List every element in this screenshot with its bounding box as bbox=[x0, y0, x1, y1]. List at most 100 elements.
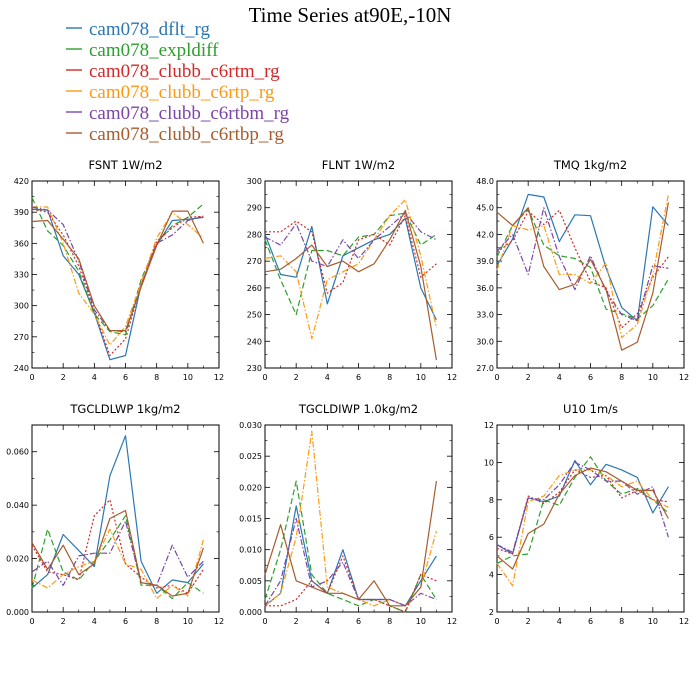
y-tick-label: 230 bbox=[247, 364, 262, 373]
series-line bbox=[496, 469, 669, 555]
series-line bbox=[31, 208, 204, 357]
y-tick-label: 8 bbox=[489, 496, 494, 505]
y-tick-label: 270 bbox=[247, 257, 262, 266]
y-tick-label: 250 bbox=[247, 311, 262, 320]
y-tick-label: 0.005 bbox=[239, 577, 262, 586]
legend-label: cam078_clubb_c6rtbp_rg bbox=[89, 124, 284, 145]
series-line bbox=[31, 515, 204, 600]
y-tick-label: 0.025 bbox=[239, 452, 262, 461]
y-tick-label: 360 bbox=[14, 239, 29, 248]
series-line bbox=[31, 528, 204, 600]
y-tick-label: 390 bbox=[14, 208, 29, 217]
y-tick-label: 42.0 bbox=[476, 230, 494, 239]
series-line bbox=[31, 509, 204, 597]
series-line bbox=[31, 208, 204, 361]
plot-frame bbox=[264, 424, 453, 613]
y-tick-label: 33.0 bbox=[476, 311, 494, 320]
y-tick-label: 0.030 bbox=[239, 421, 262, 430]
series-line bbox=[496, 202, 669, 351]
x-tick-label: 12 bbox=[679, 617, 689, 626]
y-tick-label: 260 bbox=[247, 284, 262, 293]
x-tick-label: 10 bbox=[648, 617, 658, 626]
chart-title: TMQ 1kg/m2 bbox=[553, 158, 627, 172]
x-tick-label: 4 bbox=[557, 373, 562, 382]
y-tick-label: 27.0 bbox=[476, 364, 494, 373]
y-tick-label: 30.0 bbox=[476, 337, 494, 346]
chart-title: FLNT 1W/m2 bbox=[322, 158, 395, 172]
x-tick-label: 10 bbox=[183, 373, 193, 382]
x-tick-label: 4 bbox=[325, 617, 330, 626]
legend: cam078_dflt_rgcam078_expldiffcam078_club… bbox=[66, 19, 290, 145]
y-tick-label: 240 bbox=[247, 337, 262, 346]
y-tick-label: 39.0 bbox=[476, 257, 494, 266]
x-tick-label: 2 bbox=[61, 617, 66, 626]
x-tick-label: 12 bbox=[679, 373, 689, 382]
panels: FSNT 1W/m20 2 4 6 8 10 12240270300330360390420… bbox=[6, 158, 689, 626]
y-tick-label: 330 bbox=[14, 271, 29, 280]
x-tick-label: 10 bbox=[183, 617, 193, 626]
x-tick-label: 0 bbox=[494, 373, 499, 382]
x-tick-label: 4 bbox=[557, 617, 562, 626]
legend-label: cam078_expldiff bbox=[89, 40, 219, 61]
chart-title: FSNT 1W/m2 bbox=[88, 158, 162, 172]
x-tick-label: 0 bbox=[262, 617, 267, 626]
series-line bbox=[264, 480, 437, 613]
series-line bbox=[31, 206, 204, 333]
x-tick-label: 8 bbox=[619, 617, 624, 626]
series-line bbox=[496, 194, 669, 339]
series-line bbox=[31, 210, 204, 332]
legend-item: cam078_expldiff bbox=[66, 40, 219, 61]
y-tick-label: 36.0 bbox=[476, 284, 494, 293]
series-line bbox=[264, 212, 437, 268]
y-tick-label: 300 bbox=[247, 177, 262, 186]
x-tick-label: 12 bbox=[447, 617, 457, 626]
x-tick-label: 10 bbox=[416, 617, 426, 626]
x-tick-label: 6 bbox=[356, 617, 361, 626]
x-tick-label: 0 bbox=[262, 373, 267, 382]
series-line bbox=[496, 459, 669, 555]
x-tick-label: 4 bbox=[325, 373, 330, 382]
legend-item: cam078_clubb_c6rtbm_rg bbox=[66, 103, 290, 124]
y-tick-label: 0.040 bbox=[6, 501, 29, 510]
legend-label: cam078_clubb_c6rtm_rg bbox=[89, 61, 280, 82]
series-line bbox=[496, 461, 669, 553]
chart-panel: TGCLDIWP 1.0kg/m2 0 2 4 6 8 10 12 0.000 0.005 0.01… bbox=[239, 402, 457, 626]
x-tick-label: 8 bbox=[387, 373, 392, 382]
y-tick-label: 6 bbox=[489, 533, 494, 542]
x-tick-label: 8 bbox=[619, 373, 624, 382]
y-tick-label: 0.020 bbox=[239, 483, 262, 492]
y-tick-label: 0.015 bbox=[239, 515, 262, 524]
x-tick-label: 6 bbox=[588, 617, 593, 626]
y-tick-label: 12 bbox=[484, 421, 494, 430]
series-line bbox=[264, 517, 437, 607]
y-tick-label: 4 bbox=[489, 571, 494, 580]
series-line bbox=[31, 197, 204, 336]
series-line bbox=[496, 209, 669, 329]
series-line bbox=[264, 481, 437, 607]
y-tick-label: 0.000 bbox=[239, 608, 262, 617]
series-line bbox=[496, 193, 669, 322]
series-line bbox=[264, 209, 437, 361]
y-tick-label: 0.010 bbox=[239, 546, 262, 555]
series-line bbox=[496, 207, 669, 322]
x-tick-label: 8 bbox=[154, 617, 159, 626]
y-tick-label: 45.0 bbox=[476, 204, 494, 213]
chart-panel: FSNT 1W/m2 0 2 4 6 8 10 12 240 270 300 330 360 390 420 bbox=[14, 158, 224, 382]
series-line bbox=[264, 199, 437, 340]
y-tick-label: 0.020 bbox=[6, 555, 29, 564]
x-tick-label: 0 bbox=[29, 617, 34, 626]
x-tick-label: 10 bbox=[416, 373, 426, 382]
y-tick-label: 48.0 bbox=[476, 177, 494, 186]
x-tick-label: 2 bbox=[61, 373, 66, 382]
series-line bbox=[31, 520, 204, 586]
legend-item: cam078_clubb_c6rtm_rg bbox=[66, 61, 280, 82]
series-line bbox=[265, 215, 437, 294]
y-tick-label: 240 bbox=[14, 364, 29, 373]
series-line bbox=[496, 208, 669, 320]
x-tick-label: 10 bbox=[648, 373, 658, 382]
y-tick-label: 290 bbox=[247, 204, 262, 213]
x-tick-label: 2 bbox=[526, 617, 531, 626]
y-tick-label: 420 bbox=[14, 177, 29, 186]
x-tick-label: 4 bbox=[92, 373, 97, 382]
